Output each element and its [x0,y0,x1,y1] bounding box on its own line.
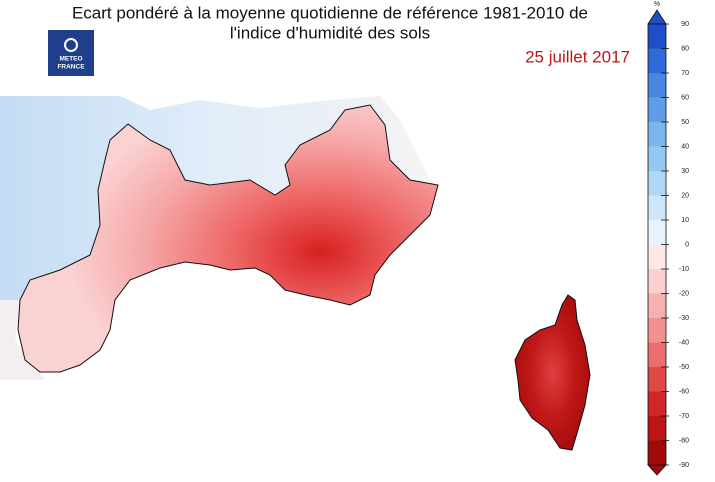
colorbar-arrow [647,464,667,476]
date: 25 juillet 2017 [525,47,630,66]
colorbar-tick-label: 50 [681,119,689,126]
colorbar-band [648,73,666,98]
colorbar-band [648,97,666,122]
logo-icon [64,38,78,52]
colorbar-band [648,122,666,147]
colorbar-tick-label: -40 [679,339,689,346]
surrounding-land [0,300,45,380]
colorbar: 90 80 70 60 50 40 30 20 10 0 -10 -20 -30 -40 -50 -60 -70… [647,9,689,476]
title: l'indice d'humidité des sols [230,23,430,42]
colorbar-tick-label: 80 [681,45,689,52]
colorbar-tick-label: -60 [679,388,689,395]
colorbar-tick-label: -80 [679,437,689,444]
colorbar-band [648,342,666,367]
colorbar-tick-label: -20 [679,290,689,297]
colorbar-band [648,440,666,465]
colorbar-tick-label: 90 [681,21,689,28]
colorbar-band [648,146,666,171]
colorbar-band [648,293,666,318]
colorbar-band [648,269,666,294]
title: Ecart pondéré à la moyenne quotidienne d… [72,3,588,22]
colorbar-band [648,24,666,49]
region-mainland [17,104,439,373]
colorbar-arrow [647,9,667,25]
colorbar-tick-label: 20 [681,192,689,199]
colorbar-band [648,195,666,220]
colorbar-band [648,416,666,441]
colorbar-band [648,318,666,343]
colorbar-tick-label: -90 [679,462,689,469]
colorbar-band [648,244,666,269]
colorbar-tick-label: -10 [679,266,689,273]
colorbar-band [648,220,666,245]
colorbar-tick-label: -70 [679,413,689,420]
colorbar-unit: % [654,1,660,8]
colorbar-band [648,367,666,392]
logo [48,30,94,76]
colorbar-band [648,48,666,73]
colorbar-tick-label: 40 [681,143,689,150]
colorbar-band [648,391,666,416]
colorbar-tick-label: 0 [685,241,689,248]
region-corsica [514,294,591,451]
colorbar-tick-label: 30 [681,168,689,175]
colorbar-tick-label: -30 [679,315,689,322]
logo-text: FRANCE [57,64,85,71]
colorbar-band [648,171,666,196]
colorbar-tick-label: -50 [679,364,689,371]
colorbar-tick-label: 70 [681,70,689,77]
colorbar-tick-label: 10 [681,217,689,224]
logo-text: METEO [59,56,82,63]
colorbar-tick-label: 60 [681,94,689,101]
